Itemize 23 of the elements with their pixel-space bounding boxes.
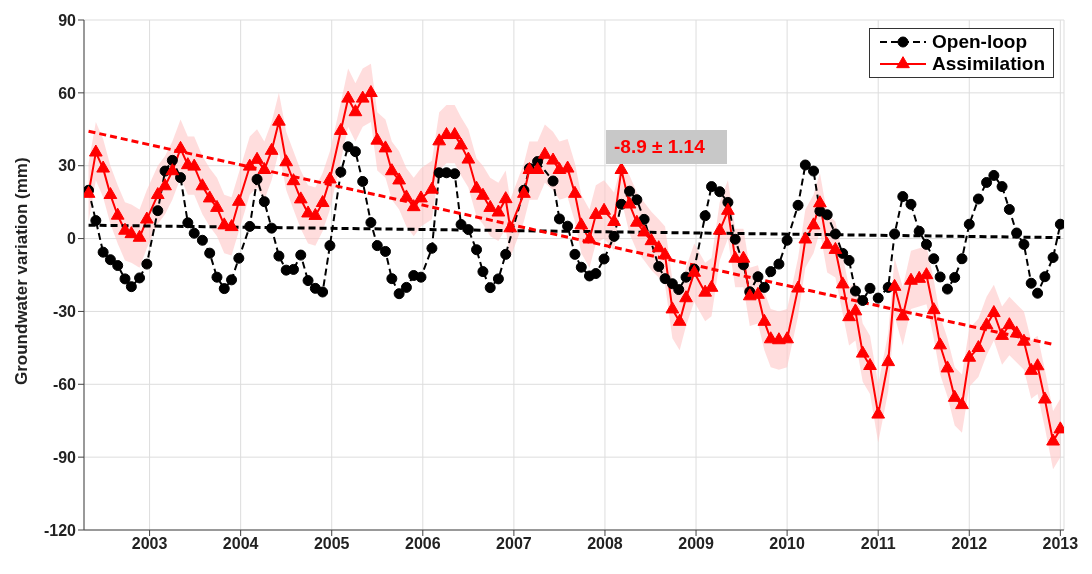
y-tick-label: 90: [58, 11, 77, 29]
y-axis-title: Groundwater variation (mm): [12, 157, 32, 385]
x-tick-label: 2007: [496, 535, 532, 553]
y-tick-label: 0: [67, 230, 77, 248]
x-tick-label: 2009: [678, 535, 714, 553]
x-tick-label: 2004: [222, 535, 259, 553]
y-tick-label: -120: [43, 521, 77, 539]
y-tick-label: 30: [58, 157, 77, 175]
x-tick-label: 2010: [769, 535, 806, 553]
x-tick-label: 2005: [313, 535, 350, 553]
legend-label: Open-loop: [932, 31, 1027, 53]
annotation: -8.9 ± 1.14: [606, 130, 727, 164]
x-tick-label: 2013: [1042, 535, 1079, 553]
x-tick-label: 2011: [860, 535, 896, 553]
y-tick-label: -30: [52, 303, 77, 321]
x-tick-label: 2012: [951, 535, 988, 553]
y-tick-label: 60: [58, 84, 77, 102]
x-tick-label: 2003: [131, 535, 168, 553]
legend-label: Assimilation: [932, 53, 1045, 75]
y-tick-label: -90: [52, 448, 77, 466]
y-tick-label: -60: [52, 375, 77, 393]
x-tick-label: 2008: [587, 535, 623, 553]
x-tick-label: 2006: [405, 535, 441, 553]
